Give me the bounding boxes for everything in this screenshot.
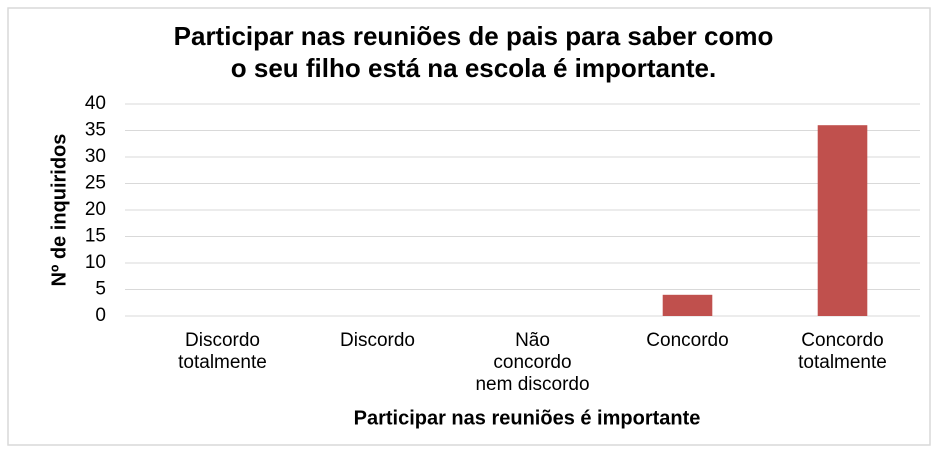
x-tick-label: Discordo bbox=[340, 330, 415, 351]
y-tick-label: 5 bbox=[95, 279, 106, 300]
y-tick-label: 15 bbox=[85, 226, 106, 247]
x-tick-label: Concordo bbox=[646, 330, 729, 351]
bar bbox=[662, 294, 713, 316]
y-tick-label: 30 bbox=[85, 146, 106, 167]
y-tick-label: 10 bbox=[85, 252, 106, 273]
x-tick-label: Discordo totalmente bbox=[178, 330, 267, 373]
x-tick-label: Concordo totalmente bbox=[798, 330, 887, 373]
x-axis-title: Participar nas reuniões é importante bbox=[354, 407, 701, 429]
y-tick-label: 0 bbox=[95, 305, 106, 326]
y-tick-label: 25 bbox=[85, 173, 106, 194]
y-tick-label: 20 bbox=[85, 199, 106, 220]
y-axis-title: Nº de inquiridos bbox=[48, 134, 70, 287]
bar bbox=[817, 125, 868, 316]
x-tick-label: Não concordo nem discordo bbox=[475, 330, 590, 395]
y-tick-label: 40 bbox=[85, 93, 106, 114]
chart-frame bbox=[7, 7, 931, 446]
y-tick-label: 35 bbox=[85, 120, 106, 141]
chart-title: Participar nas reuniões de pais para sab… bbox=[173, 21, 774, 83]
